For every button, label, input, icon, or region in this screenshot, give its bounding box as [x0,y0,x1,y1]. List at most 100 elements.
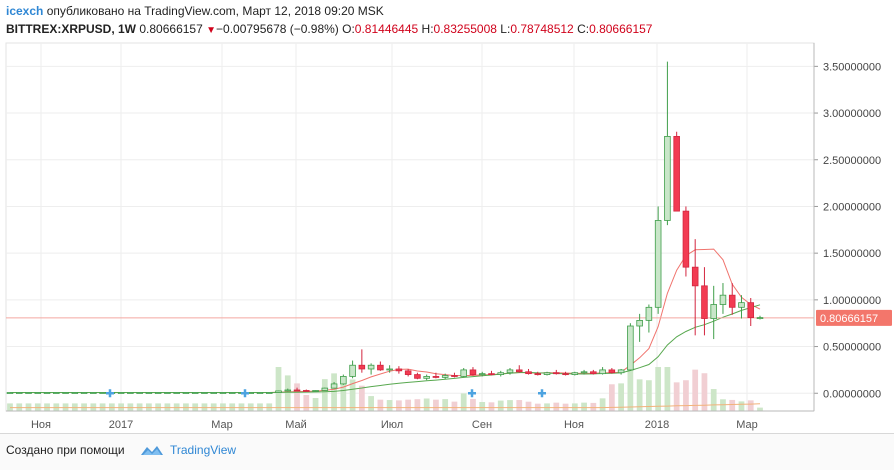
candle-body[interactable] [553,372,560,375]
candle-body[interactable] [219,392,227,394]
candle-body[interactable] [691,266,699,287]
y-tick-label: 3.00000000 [823,108,881,120]
candle-body[interactable] [90,392,97,394]
open-value: 0.81446445 [354,22,419,36]
candle-body[interactable] [321,387,329,391]
volume-bar [646,380,652,411]
candle-body[interactable] [377,364,384,371]
candle-body[interactable] [497,372,505,375]
candle-body[interactable] [701,285,708,319]
candle-body[interactable] [617,369,625,374]
candle-body[interactable] [173,392,180,394]
candle-body[interactable] [53,392,60,394]
candle-body[interactable] [432,376,440,378]
candle-body[interactable] [590,371,597,375]
high-value: 0.83255008 [433,22,497,36]
candle-body[interactable] [478,373,486,376]
volume-bar [608,384,615,411]
volume-bar [729,399,736,411]
candle-body[interactable] [441,375,449,378]
candle-body[interactable] [506,369,514,374]
candle-body[interactable] [191,392,199,394]
volume-bar [433,399,439,411]
candle-body[interactable] [719,294,727,305]
candle-body[interactable] [340,376,347,385]
candle-body[interactable] [164,392,171,394]
author-name[interactable]: icexch [6,4,44,18]
candle-body[interactable] [580,371,588,374]
candle-body[interactable] [228,392,236,394]
candle-body[interactable] [534,373,542,376]
symbol-label: BITTREX:XRPUSD, 1W [6,22,137,36]
candle-body[interactable] [6,392,14,394]
candle-body[interactable] [543,372,551,375]
candle-body[interactable] [62,392,69,394]
candle-body[interactable] [404,370,412,375]
candle-body[interactable] [201,392,208,394]
candle-body[interactable] [571,372,579,375]
candle-body[interactable] [265,392,273,394]
candle-body[interactable] [99,392,106,394]
candle-body[interactable] [673,136,680,212]
tradingview-brand-link[interactable]: TradingView [170,443,237,457]
candle-body[interactable] [645,306,653,321]
candle-body[interactable] [80,392,88,394]
candle-body[interactable] [710,304,717,319]
candle-body[interactable] [275,390,282,393]
candle-body[interactable] [395,368,403,372]
x-tick-label: Май [285,419,307,431]
candle-body[interactable] [25,392,32,394]
candle-body[interactable] [127,392,134,394]
candle-body[interactable] [728,294,736,308]
candle-body[interactable] [608,369,616,374]
close-label: C: [577,22,590,36]
candle-body[interactable] [349,364,356,377]
candle-body[interactable] [15,392,23,394]
candle-body[interactable] [330,383,338,389]
candle-body[interactable] [599,369,606,375]
candle-body[interactable] [136,392,143,394]
candle-body[interactable] [562,373,569,376]
low-label: L: [500,22,511,36]
publish-info: опубликовано на TradingView.com, Март 12… [46,4,384,18]
candle-body[interactable] [414,374,421,379]
price-chart[interactable]: Ноя 2017 Мар Май Июл Сен Ноя 2018 Мар 3.50000000 3… [0,0,894,433]
y-tick-label: 0.50000000 [823,342,881,354]
candle-body[interactable] [293,389,301,392]
candle-body[interactable] [525,371,532,375]
volume-bar [599,398,606,411]
y-tick-label: 3.50000000 [823,61,881,73]
candle-body[interactable] [386,368,393,371]
candle-body[interactable] [43,392,51,394]
candle-body[interactable] [664,136,671,221]
candle-body[interactable] [34,392,42,394]
candle-body[interactable] [451,375,458,377]
candle-body[interactable] [756,317,764,319]
candle-body[interactable] [654,220,662,308]
candle-body[interactable] [154,392,162,394]
candle-body[interactable] [256,392,264,394]
tradingview-logo-icon[interactable] [140,442,164,458]
candle-body[interactable] [488,373,495,376]
candle-body[interactable] [117,392,125,394]
candle-body[interactable] [145,392,153,394]
candle-body[interactable] [182,392,190,394]
candle-body[interactable] [358,364,366,370]
candle-body[interactable] [303,390,310,392]
candle-body[interactable] [747,302,755,318]
candle-body[interactable] [367,364,375,370]
candle-body[interactable] [423,376,430,379]
candle-body[interactable] [738,302,745,308]
candle-body[interactable] [312,390,319,392]
candle-body[interactable] [71,392,79,394]
candle-body[interactable] [636,320,643,327]
volume-bar [312,398,319,411]
candle-body[interactable] [469,369,477,375]
open-label: O: [342,22,355,36]
candle-body[interactable] [515,369,523,373]
candle-body[interactable] [627,325,634,371]
candle-body[interactable] [284,389,292,392]
candle-body[interactable] [210,392,217,394]
candle-body[interactable] [460,369,467,377]
candle-body[interactable] [682,210,690,268]
